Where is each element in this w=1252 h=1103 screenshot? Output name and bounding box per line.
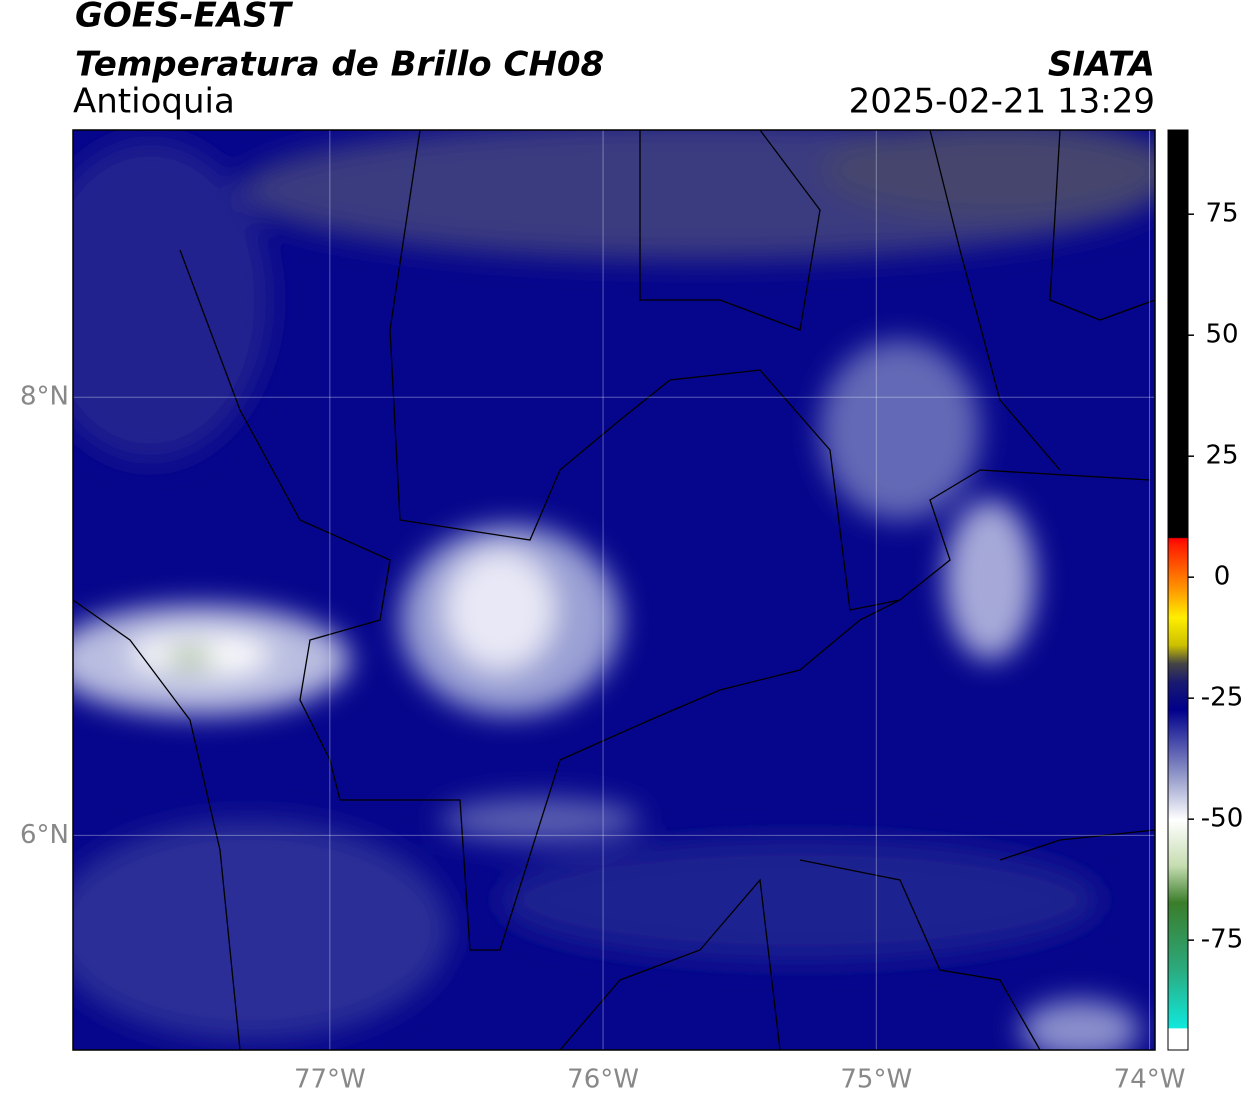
borders (73, 130, 1155, 1050)
colorbar-tick-label: -50 (1201, 804, 1243, 834)
y-tick-label: 6°N (20, 820, 69, 850)
x-tick-label: 76°W (567, 1065, 639, 1095)
grid (73, 130, 1155, 1050)
title: GOES-EAST (75, 0, 294, 36)
colorbar-tick-label: -25 (1201, 683, 1243, 713)
datetime: 2025-02-21 13:29 (849, 82, 1155, 122)
subtitle: Temperatura de Brillo CH08 (75, 45, 604, 85)
colorbar-tick-label: 25 (1205, 441, 1238, 471)
x-tick-label: 77°W (294, 1065, 366, 1095)
colorbar-tick-label: 50 (1205, 320, 1238, 350)
colorbar-tick-label: -75 (1201, 925, 1243, 955)
x-tick-label: 75°W (840, 1065, 912, 1095)
satellite-image (73, 130, 1155, 1050)
region: Antioquia (73, 82, 235, 122)
colorbar (1167, 129, 1189, 1051)
source: SIATA (1048, 45, 1155, 85)
y-tick-label: 8°N (20, 382, 69, 412)
cloud-field (73, 130, 1155, 1050)
colorbar-tick-label: 0 (1214, 562, 1231, 592)
x-tick-label: 74°W (1114, 1065, 1186, 1095)
colorbar-tick-label: 75 (1205, 199, 1238, 229)
map-frame (72, 129, 1156, 1051)
